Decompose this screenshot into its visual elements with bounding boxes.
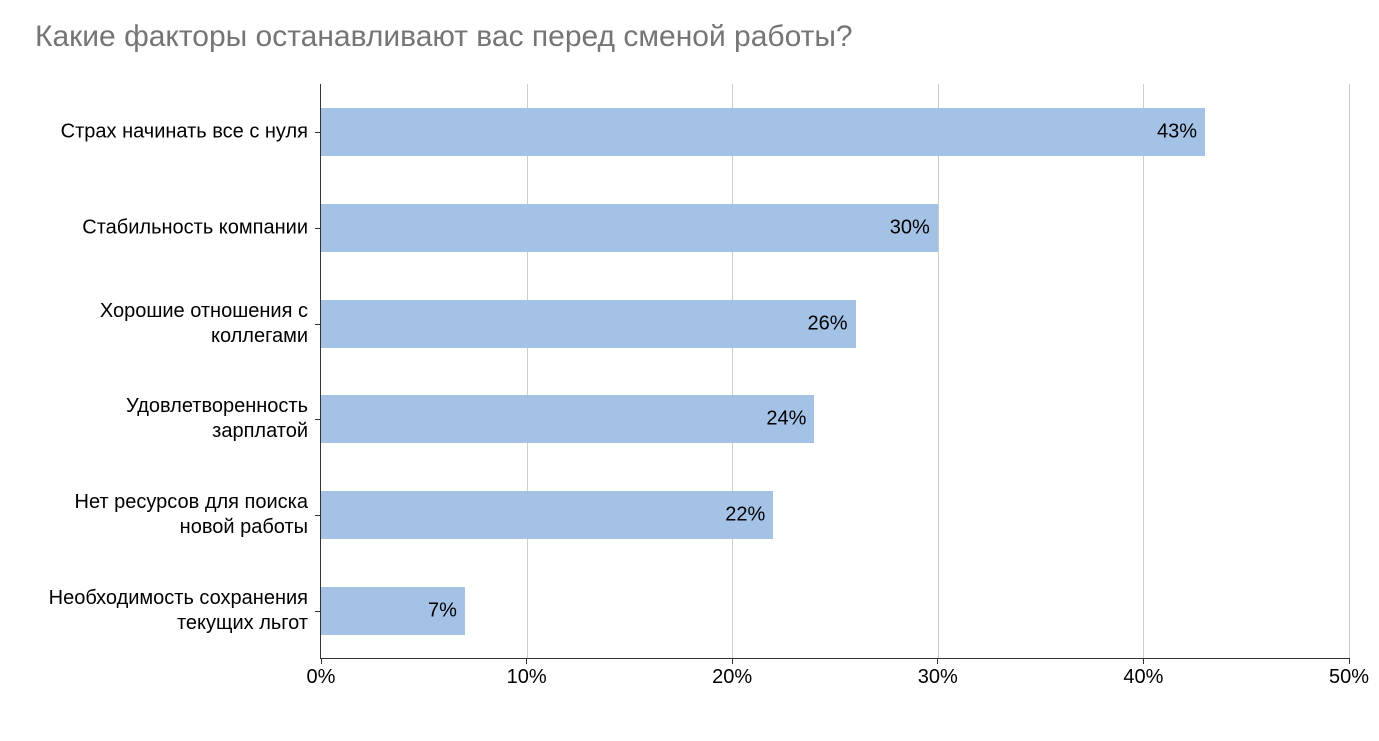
plot-area: 0%10%20%30%40%50%43%30%26%24%22%7% bbox=[320, 84, 1349, 659]
x-axis-tick bbox=[1349, 658, 1350, 664]
bar: 24% bbox=[321, 395, 814, 443]
bar-value-label: 22% bbox=[725, 504, 765, 527]
x-axis-tick bbox=[937, 658, 938, 664]
bar-value-label: 43% bbox=[1157, 120, 1197, 143]
x-tick-label: 20% bbox=[712, 666, 752, 689]
category-label: Стабильность компании bbox=[82, 215, 308, 240]
gridline bbox=[527, 84, 528, 658]
chart-title: Какие факторы останавливают вас перед см… bbox=[35, 20, 1349, 54]
category-label: Необходимость сохранения текущих льгот bbox=[30, 586, 308, 636]
gridline bbox=[732, 84, 733, 658]
bar-value-label: 7% bbox=[428, 600, 457, 623]
bar-value-label: 30% bbox=[890, 216, 930, 239]
x-tick-label: 50% bbox=[1329, 666, 1369, 689]
bar: 43% bbox=[321, 108, 1205, 156]
bar: 7% bbox=[321, 587, 465, 635]
x-axis-tick bbox=[1143, 658, 1144, 664]
x-tick-label: 30% bbox=[918, 666, 958, 689]
category-label: Удовлетворенность зарплатой bbox=[30, 394, 308, 444]
category-label: Страх начинать все с нуля bbox=[61, 119, 308, 144]
gridline bbox=[1349, 84, 1350, 658]
bar-value-label: 26% bbox=[808, 312, 848, 335]
y-axis-labels: Страх начинать все с нуля Стабильность ко… bbox=[30, 84, 320, 704]
gridline bbox=[938, 84, 939, 658]
bar: 26% bbox=[321, 300, 856, 348]
x-axis-tick bbox=[321, 658, 322, 664]
x-tick-label: 10% bbox=[507, 666, 547, 689]
x-tick-label: 0% bbox=[307, 666, 336, 689]
x-tick-label: 40% bbox=[1123, 666, 1163, 689]
x-axis-tick bbox=[526, 658, 527, 664]
gridline bbox=[1143, 84, 1144, 658]
bar-value-label: 24% bbox=[766, 408, 806, 431]
bar: 22% bbox=[321, 491, 773, 539]
chart-area: Страх начинать все с нуля Стабильность ко… bbox=[30, 84, 1349, 704]
category-label: Нет ресурсов для поиска новой работы bbox=[30, 490, 308, 540]
bar: 30% bbox=[321, 204, 938, 252]
x-axis-tick bbox=[732, 658, 733, 664]
category-label: Хорошие отношения с коллегами bbox=[30, 299, 308, 349]
